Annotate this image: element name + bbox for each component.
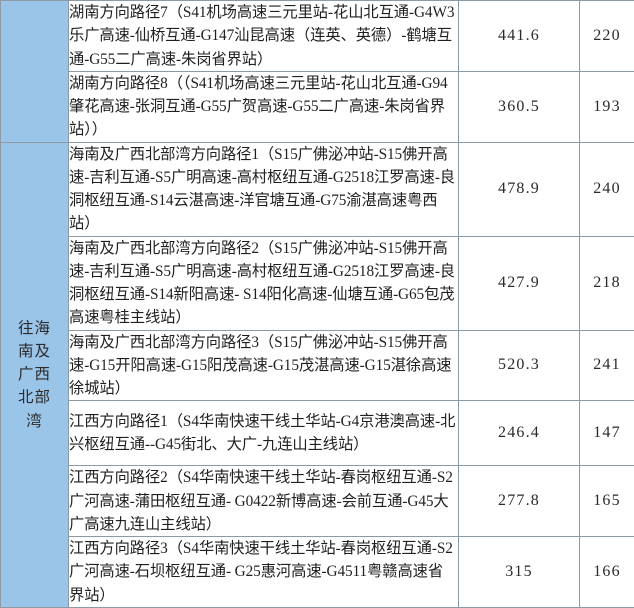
route-time[interactable]: 241 [580,330,634,401]
route-time[interactable]: 240 [580,142,634,236]
group-cell-top[interactable] [1,1,69,143]
route-time[interactable]: 147 [580,401,634,466]
table-row[interactable]: 湖南方向路径7（S41机场高速三元里站-花山北互通-G4W3乐广高速-仙桥互通-… [1,1,634,72]
route-distance[interactable]: 427.9 [459,236,580,330]
table-row[interactable]: 海南及广西北部湾方向路径3（S15广佛泌冲站-S15佛开高速-G15开阳高速-G… [1,330,634,401]
group-label: 往海南及广西北部湾 [11,317,59,433]
table-row[interactable]: 江西方向路径2（S4华南快速干线土华站-春岗枢纽互通-S2广河高速-蒲田枢纽互通… [1,466,634,537]
route-distance[interactable]: 315 [459,537,580,608]
route-description[interactable]: 湖南方向路径7（S41机场高速三元里站-花山北互通-G4W3乐广高速-仙桥互通-… [69,1,459,72]
route-description[interactable]: 海南及广西北部湾方向路径1（S15广佛泌冲站-S15佛开高速-吉利互通-S5广明… [69,142,459,236]
route-distance[interactable]: 360.5 [459,71,580,142]
route-distance[interactable]: 441.6 [459,1,580,72]
table-row[interactable]: 江西方向路径1（S4华南快速干线土华站-G4京港澳高速-北兴枢纽互通--G45街… [1,401,634,466]
route-time[interactable]: 218 [580,236,634,330]
route-distance[interactable]: 277.8 [459,466,580,537]
table-row[interactable]: 海南及广西北部湾方向路径2（S15广佛泌冲站-S15佛开高速-吉利互通-S5广明… [1,236,634,330]
route-description[interactable]: 江西方向路径3（S4华南快速干线土华站-春岗枢纽互通-S2广河高速-石坝枢纽互通… [69,537,459,608]
route-distance[interactable]: 520.3 [459,330,580,401]
table-row[interactable]: 往海南及广西北部湾 海南及广西北部湾方向路径1（S15广佛泌冲站-S15佛开高速… [1,142,634,236]
route-distance[interactable]: 478.9 [459,142,580,236]
route-time[interactable]: 220 [580,1,634,72]
table-row[interactable]: 湖南方向路径8（（S41机场高速三元里站-花山北互通-G94肇花高速-张洞互通-… [1,71,634,142]
group-cell-hainan-guangxi[interactable]: 往海南及广西北部湾 [1,142,69,607]
route-description[interactable]: 海南及广西北部湾方向路径2（S15广佛泌冲站-S15佛开高速-吉利互通-S5广明… [69,236,459,330]
route-description[interactable]: 江西方向路径1（S4华南快速干线土华站-G4京港澳高速-北兴枢纽互通--G45街… [69,401,459,466]
route-description[interactable]: 湖南方向路径8（（S41机场高速三元里站-花山北互通-G94肇花高速-张洞互通-… [69,71,459,142]
route-description[interactable]: 海南及广西北部湾方向路径3（S15广佛泌冲站-S15佛开高速-G15开阳高速-G… [69,330,459,401]
table-row[interactable]: 江西方向路径3（S4华南快速干线土华站-春岗枢纽互通-S2广河高速-石坝枢纽互通… [1,537,634,608]
route-time[interactable]: 193 [580,71,634,142]
route-time[interactable]: 165 [580,466,634,537]
route-time[interactable]: 166 [580,537,634,608]
spreadsheet-canvas: 湖南方向路径7（S41机场高速三元里站-花山北互通-G4W3乐广高速-仙桥互通-… [0,0,634,558]
route-distance[interactable]: 246.4 [459,401,580,466]
route-description[interactable]: 江西方向路径2（S4华南快速干线土华站-春岗枢纽互通-S2广河高速-蒲田枢纽互通… [69,466,459,537]
